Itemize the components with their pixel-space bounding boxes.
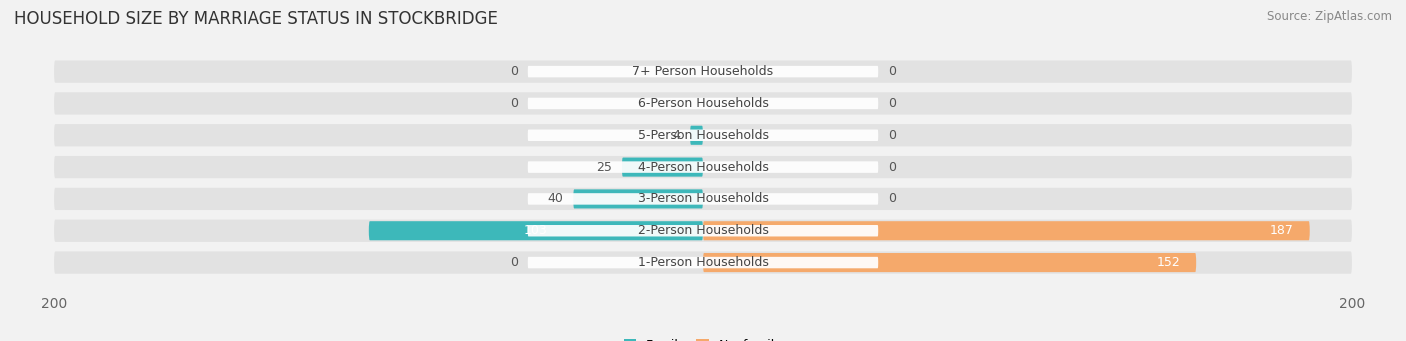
Text: 4: 4: [672, 129, 681, 142]
Text: 5-Person Households: 5-Person Households: [637, 129, 769, 142]
FancyBboxPatch shape: [527, 225, 879, 236]
Text: 0: 0: [889, 161, 896, 174]
Text: 187: 187: [1270, 224, 1294, 237]
Text: Source: ZipAtlas.com: Source: ZipAtlas.com: [1267, 10, 1392, 23]
FancyBboxPatch shape: [703, 221, 1310, 240]
FancyBboxPatch shape: [368, 221, 703, 240]
FancyBboxPatch shape: [621, 158, 703, 177]
Text: 25: 25: [596, 161, 612, 174]
FancyBboxPatch shape: [53, 188, 1353, 210]
Text: 1-Person Households: 1-Person Households: [637, 256, 769, 269]
FancyBboxPatch shape: [53, 251, 1353, 274]
Text: 2-Person Households: 2-Person Households: [637, 224, 769, 237]
FancyBboxPatch shape: [53, 156, 1353, 178]
FancyBboxPatch shape: [527, 98, 879, 109]
FancyBboxPatch shape: [53, 60, 1353, 83]
Text: 0: 0: [510, 256, 517, 269]
FancyBboxPatch shape: [527, 130, 879, 141]
Text: 0: 0: [889, 129, 896, 142]
Text: 0: 0: [889, 97, 896, 110]
FancyBboxPatch shape: [53, 92, 1353, 115]
Text: 0: 0: [889, 192, 896, 205]
Text: 6-Person Households: 6-Person Households: [637, 97, 769, 110]
Text: 4-Person Households: 4-Person Households: [637, 161, 769, 174]
FancyBboxPatch shape: [53, 124, 1353, 146]
Text: 40: 40: [547, 192, 564, 205]
FancyBboxPatch shape: [690, 126, 703, 145]
Text: 0: 0: [889, 65, 896, 78]
Text: HOUSEHOLD SIZE BY MARRIAGE STATUS IN STOCKBRIDGE: HOUSEHOLD SIZE BY MARRIAGE STATUS IN STO…: [14, 10, 498, 28]
FancyBboxPatch shape: [574, 189, 703, 208]
Text: 7+ Person Households: 7+ Person Households: [633, 65, 773, 78]
FancyBboxPatch shape: [527, 161, 879, 173]
FancyBboxPatch shape: [527, 66, 879, 77]
Text: 0: 0: [510, 97, 517, 110]
Text: 152: 152: [1156, 256, 1180, 269]
Text: 3-Person Households: 3-Person Households: [637, 192, 769, 205]
FancyBboxPatch shape: [703, 253, 1197, 272]
Text: 0: 0: [510, 65, 517, 78]
FancyBboxPatch shape: [527, 193, 879, 205]
FancyBboxPatch shape: [53, 220, 1353, 242]
Text: 103: 103: [524, 224, 548, 237]
Legend: Family, Nonfamily: Family, Nonfamily: [624, 339, 782, 341]
FancyBboxPatch shape: [527, 257, 879, 268]
